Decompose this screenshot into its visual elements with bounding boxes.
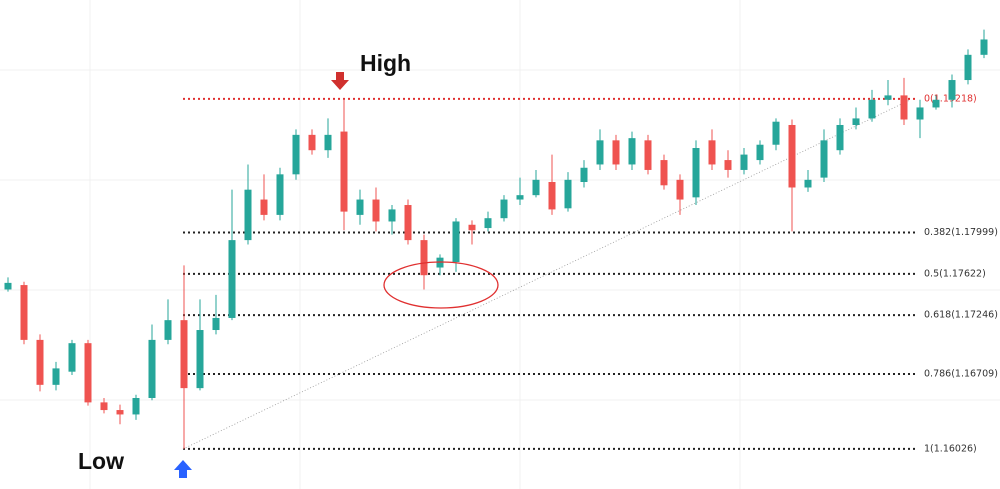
candle-body (596, 140, 604, 165)
candle-body (660, 160, 668, 186)
candle-body (564, 179, 572, 209)
candle-body (404, 205, 412, 241)
highlight-ellipse (383, 261, 499, 309)
candle-body (100, 402, 108, 411)
candle-body (276, 174, 284, 215)
candle-body (340, 131, 348, 212)
candle-body (708, 140, 716, 165)
candle-body (868, 99, 876, 119)
candle-body (804, 179, 812, 188)
candle-body (212, 317, 220, 331)
candle-body (884, 95, 892, 100)
candle-body (260, 199, 268, 215)
candle-body (388, 209, 396, 222)
candle-body (228, 240, 236, 318)
candle-body (820, 140, 828, 178)
candle-body (244, 189, 252, 241)
candle-body (452, 221, 460, 263)
candle-body (756, 144, 764, 161)
candle-body (4, 282, 12, 290)
candle-body (676, 179, 684, 200)
trend-line (182, 99, 911, 450)
candle-body (916, 107, 924, 120)
candle-body (132, 397, 140, 415)
candle-body (740, 154, 748, 170)
fib-label: 0.382(1.17999) (924, 227, 998, 238)
candle-body (324, 134, 332, 151)
candle-body (852, 118, 860, 125)
candle-body (532, 179, 540, 196)
candle-body (20, 285, 28, 340)
candle-body (628, 138, 636, 165)
candle-body (148, 339, 156, 398)
candle-body (692, 148, 700, 198)
candle-body (116, 410, 124, 415)
candle-body (964, 54, 972, 81)
low-arrow (174, 460, 192, 478)
candle-body (196, 330, 204, 389)
fib-label: 0.618(1.17246) (924, 310, 998, 321)
candles (4, 29, 988, 449)
candle-body (612, 140, 620, 165)
candle-body (420, 240, 428, 276)
candle-body (980, 39, 988, 55)
low-label: Low (78, 448, 124, 474)
candle-body (356, 199, 364, 215)
candle-body (308, 134, 316, 151)
fib-label: 0.786(1.16709) (924, 368, 998, 379)
candle-body (36, 339, 44, 385)
candle-body (932, 99, 940, 108)
candle-body (580, 167, 588, 183)
candle-body (788, 124, 796, 188)
candle-body (724, 160, 732, 170)
candle-body (516, 195, 524, 200)
candle-body (484, 218, 492, 229)
candle-body (948, 80, 956, 100)
candle-body (180, 320, 188, 389)
candle-body (292, 134, 300, 175)
high-label: High (360, 50, 411, 76)
candle-body (164, 320, 172, 340)
candle-body (548, 182, 556, 210)
candle-body (900, 95, 908, 120)
candle-body (468, 224, 476, 231)
candle-body (772, 121, 780, 145)
candle-body (52, 368, 60, 385)
fib-label: 1(1.16026) (924, 443, 977, 454)
candle-body (84, 343, 92, 403)
high-arrow (331, 72, 349, 90)
candle-body (500, 199, 508, 219)
candle-body (644, 140, 652, 170)
fib-label: 0.5(1.17622) (924, 268, 986, 279)
candle-body (836, 124, 844, 151)
candle-body (68, 343, 76, 372)
candle-body (372, 199, 380, 222)
